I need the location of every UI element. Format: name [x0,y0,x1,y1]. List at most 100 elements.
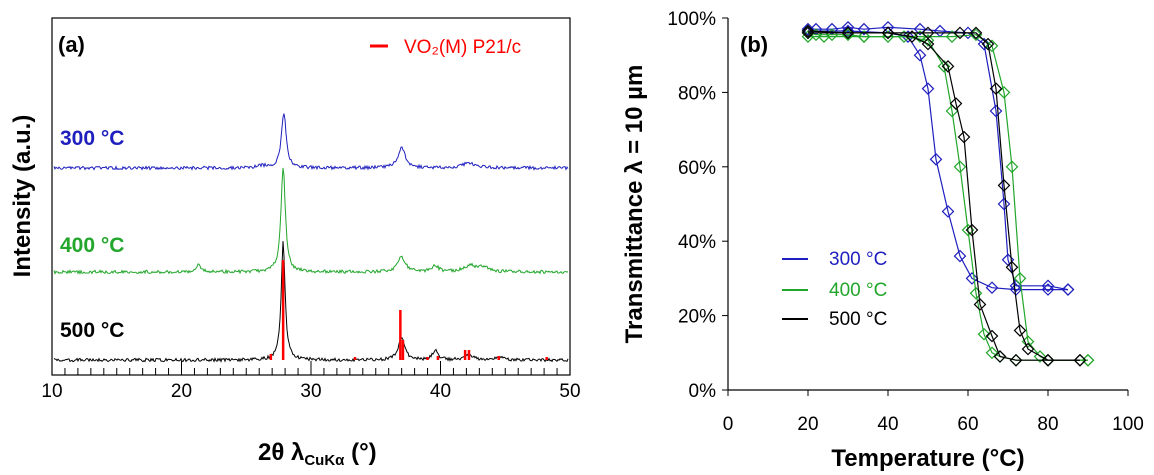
x-tick-label: 20 [797,414,818,435]
panel-b-legend: 300 °C 400 °C 500 °C [782,249,887,330]
x-tick-label: 100 [1112,414,1144,435]
reference-legend-text: VO₂(M) P21/c [404,37,521,58]
data-point [965,272,979,285]
data-point [969,26,983,40]
panel-a-label: (a) [58,32,85,57]
x-tick-label: 50 [559,381,580,402]
data-point [1005,160,1019,174]
data-point [965,223,979,237]
panel-a-x-axis-title: 2θ λCuKα (°) [258,439,377,469]
data-point [1013,272,1027,285]
data-point [989,82,1003,96]
panel-b-series [801,20,1095,367]
y-tick-label: 80% [678,83,716,104]
series-label: 300 °C [60,127,124,150]
x-tick-label: 20 [171,381,192,402]
data-point [1041,283,1055,296]
data-point [1061,283,1075,296]
x-tick-label: 0 [723,414,734,435]
panel-b-label: (b) [740,32,768,57]
data-point [973,298,987,311]
data-point [921,37,935,51]
data-point [949,97,963,110]
panel-a-series-labels: 300 °C 400 °C 500 °C [60,127,124,342]
series-label: 400 °C [60,234,124,257]
data-point [913,22,927,36]
data-point [985,329,999,343]
y-tick-label: 20% [678,307,716,328]
xrd-pattern-line [53,167,569,275]
panel-a: 10 20 30 40 50 (a) VO₂(M) P21/c 300 °C 400 °C… [9,17,581,469]
data-point [929,153,943,166]
panel-a-reference-lines [269,260,548,360]
data-point [957,130,971,144]
data-point [1009,353,1023,367]
data-point [985,346,999,360]
data-point [937,60,951,73]
y-tick-label: 40% [678,232,716,253]
data-point [921,82,935,96]
data-point [857,22,871,36]
panel-a-x-tick-labels: 10 20 30 40 50 [41,381,580,402]
data-point [953,160,967,174]
data-point [993,350,1007,363]
panel-b-ticks [722,17,1129,396]
data-point [985,281,999,295]
y-tick-label: 60% [678,158,716,179]
data-point [1013,324,1027,337]
x-tick-label: 80 [1037,414,1058,435]
xrd-pattern-line [53,113,569,171]
data-point [969,286,983,300]
data-point [841,26,855,40]
data-point [989,104,1003,118]
data-point [857,30,871,43]
data-point [953,249,967,263]
panel-b: 0% 20% 40% 60% 80% 100% 0 20 40 60 80 100 (b) 300 °… [621,9,1144,472]
y-tick-label: 0% [689,381,717,402]
panel-a-y-axis-title: Intensity (a.u.) [9,115,36,278]
transmittance-curve [807,30,1080,361]
data-point [997,197,1011,211]
data-point [1021,342,1035,356]
data-point [921,33,935,47]
x-tick-label: 10 [41,381,62,402]
legend-label: 500 °C [829,309,887,330]
series-label: 500 °C [60,319,124,342]
data-point [801,26,815,40]
panel-a-x-ticks [51,361,571,375]
data-point [981,37,995,51]
data-point [1033,350,1047,363]
data-point [997,179,1011,192]
xrd-pattern-line [53,241,569,363]
panel-b-x-axis-title: Temperature (°C) [831,445,1024,472]
panel-b-y-axis-title: Transmittance λ = 10 µm [621,65,648,344]
data-point [901,30,915,43]
x-tick-label: 40 [430,381,451,402]
data-point [1005,260,1019,274]
data-point [1073,353,1087,367]
data-point [941,205,955,218]
data-point [977,327,991,341]
y-tick-label: 100% [667,9,716,30]
data-point [1041,353,1055,367]
x-axis-title-main: 2θ λ [258,439,304,466]
data-point [817,30,831,43]
data-point [941,60,955,73]
x-axis-title-subscript: CuKα [304,452,345,469]
panel-a-series [53,113,569,363]
data-point [1041,279,1055,293]
data-point [881,26,895,40]
panel-a-frame [51,17,571,376]
data-point [953,26,967,40]
x-axis-title-unit: (°) [344,439,376,466]
x-tick-label: 30 [300,381,321,402]
panel-b-tick-labels: 0% 20% 40% 60% 80% 100% 0 20 40 60 80 100 [667,9,1143,435]
data-point [913,48,927,62]
legend-label: 300 °C [829,249,887,270]
x-tick-label: 60 [957,414,978,435]
transmittance-curve [808,32,1080,361]
legend-label: 400 °C [829,280,887,301]
x-tick-label: 40 [877,414,898,435]
data-point [801,24,815,38]
